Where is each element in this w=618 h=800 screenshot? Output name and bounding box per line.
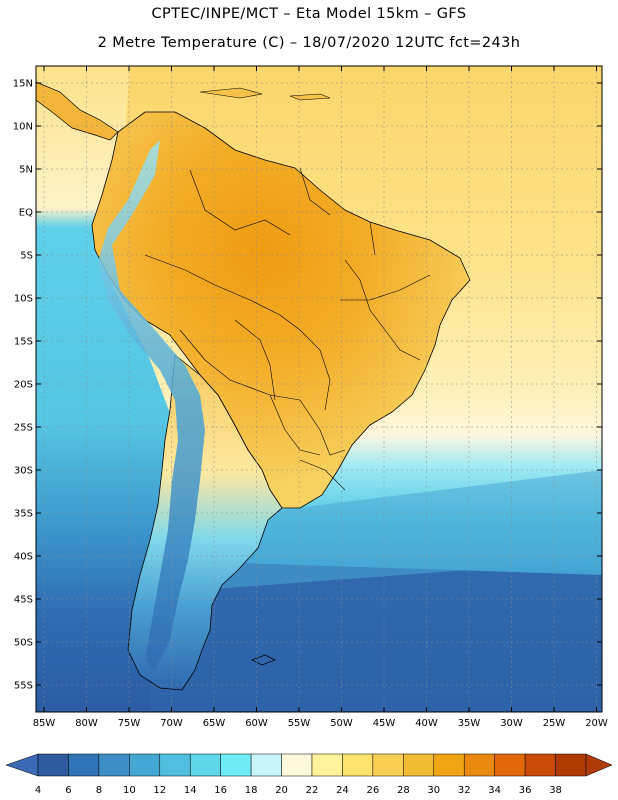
map-title-line1: CPTEC/INPE/MCT – Eta Model 15km – GFS bbox=[151, 6, 467, 22]
colorbar-label: 26 bbox=[367, 785, 380, 796]
lon-tick-label: 65W bbox=[203, 718, 226, 729]
andes-cold-strip bbox=[98, 140, 205, 670]
latitude-axis: 15N 10N 5N EQ 5S 10S 15S 20S 25S 30S 35S 40S 45S 50S 5… bbox=[13, 79, 602, 692]
lon-tick-label: 30W bbox=[500, 718, 523, 729]
colorbar-label: 16 bbox=[214, 785, 227, 796]
colorbar-label: 38 bbox=[549, 785, 562, 796]
lat-tick-label: EQ bbox=[19, 208, 33, 219]
colorbar-swatch bbox=[433, 753, 465, 777]
colorbar-swatch bbox=[555, 753, 587, 777]
colorbar-swatch bbox=[220, 753, 252, 777]
central-america-land bbox=[36, 81, 119, 141]
country-borders bbox=[144, 167, 431, 491]
lat-tick-label: 15N bbox=[13, 79, 33, 90]
colorbar-swatch bbox=[159, 753, 191, 777]
colorbar-swatch bbox=[524, 753, 556, 777]
lat-tick-label: 15S bbox=[14, 337, 33, 348]
lat-tick-label: 10N bbox=[13, 122, 33, 133]
lon-tick-label: 85W bbox=[33, 718, 56, 729]
lon-tick-label: 75W bbox=[118, 718, 141, 729]
colorbar-max-arrow bbox=[585, 753, 613, 777]
colorbar: 4 6 8 10 12 14 16 18 20 22 24 26 28 30 32 34 36 38 bbox=[5, 753, 613, 796]
colorbar-label: 22 bbox=[306, 785, 319, 796]
colorbar-label: 10 bbox=[123, 785, 136, 796]
colorbar-label: 4 bbox=[35, 785, 41, 796]
lon-tick-label: 80W bbox=[75, 718, 98, 729]
colorbar-swatch bbox=[342, 753, 374, 777]
colorbar-swatch bbox=[311, 753, 343, 777]
map-frame bbox=[35, 65, 603, 713]
lat-tick-label: 25S bbox=[14, 423, 33, 434]
lat-tick-label: 55S bbox=[14, 681, 33, 692]
lat-tick-label: 35S bbox=[14, 509, 33, 520]
lon-tick-label: 45W bbox=[373, 718, 396, 729]
lon-tick-label: 55W bbox=[288, 718, 311, 729]
lat-tick-label: 10S bbox=[14, 294, 33, 305]
lon-tick-label: 60W bbox=[245, 718, 268, 729]
colorbar-min-arrow bbox=[5, 753, 39, 777]
colorbar-label: 36 bbox=[519, 785, 532, 796]
colorbar-swatch bbox=[494, 753, 526, 777]
colorbar-label: 34 bbox=[488, 785, 501, 796]
lon-tick-label: 25W bbox=[543, 718, 566, 729]
colorbar-label: 28 bbox=[397, 785, 410, 796]
lat-tick-label: 45S bbox=[14, 595, 33, 606]
colorbar-swatch bbox=[463, 753, 495, 777]
lat-tick-label: 40S bbox=[14, 552, 33, 563]
lat-tick-label: 20S bbox=[14, 380, 33, 391]
colorbar-label: 24 bbox=[336, 785, 349, 796]
colorbar-label: 14 bbox=[184, 785, 197, 796]
falkland-islands bbox=[251, 654, 276, 666]
lon-tick-label: 20W bbox=[585, 718, 608, 729]
colorbar-label: 20 bbox=[275, 785, 288, 796]
colorbar-label: 6 bbox=[65, 785, 71, 796]
colorbar-swatch bbox=[189, 753, 221, 777]
colorbar-swatch bbox=[281, 753, 313, 777]
map-field bbox=[36, 66, 602, 712]
colorbar-label: 18 bbox=[245, 785, 258, 796]
colorbar-swatch bbox=[129, 753, 161, 777]
lon-tick-label: 50W bbox=[330, 718, 353, 729]
colorbar-swatch bbox=[68, 753, 100, 777]
lon-tick-label: 35W bbox=[458, 718, 481, 729]
lat-tick-label: 5S bbox=[20, 251, 33, 262]
colorbar-swatch bbox=[372, 753, 404, 777]
colorbar-swatch bbox=[250, 753, 282, 777]
lat-tick-label: 30S bbox=[14, 466, 33, 477]
colorbar-label: 12 bbox=[153, 785, 166, 796]
colorbar-swatch bbox=[98, 753, 130, 777]
lat-tick-label: 50S bbox=[14, 638, 33, 649]
graticule bbox=[36, 66, 602, 712]
lon-tick-label: 40W bbox=[415, 718, 438, 729]
lon-tick-label: 70W bbox=[160, 718, 183, 729]
colorbar-swatch bbox=[403, 753, 435, 777]
colorbar-label: 8 bbox=[96, 785, 102, 796]
lat-tick-label: 5N bbox=[19, 165, 33, 176]
colorbar-label: 30 bbox=[427, 785, 440, 796]
map-title-line2: 2 Metre Temperature (C) – 18/07/2020 12U… bbox=[97, 35, 521, 51]
longitude-axis: 85W 80W 75W 70W 65W 60W 55W 50W 45W 40W 35W 30W 25W 2… bbox=[33, 66, 608, 729]
pacific-ocean bbox=[36, 66, 180, 712]
colorbar-label: 32 bbox=[458, 785, 471, 796]
colorbar-swatch bbox=[37, 753, 69, 777]
southern-cold-band bbox=[150, 560, 602, 712]
